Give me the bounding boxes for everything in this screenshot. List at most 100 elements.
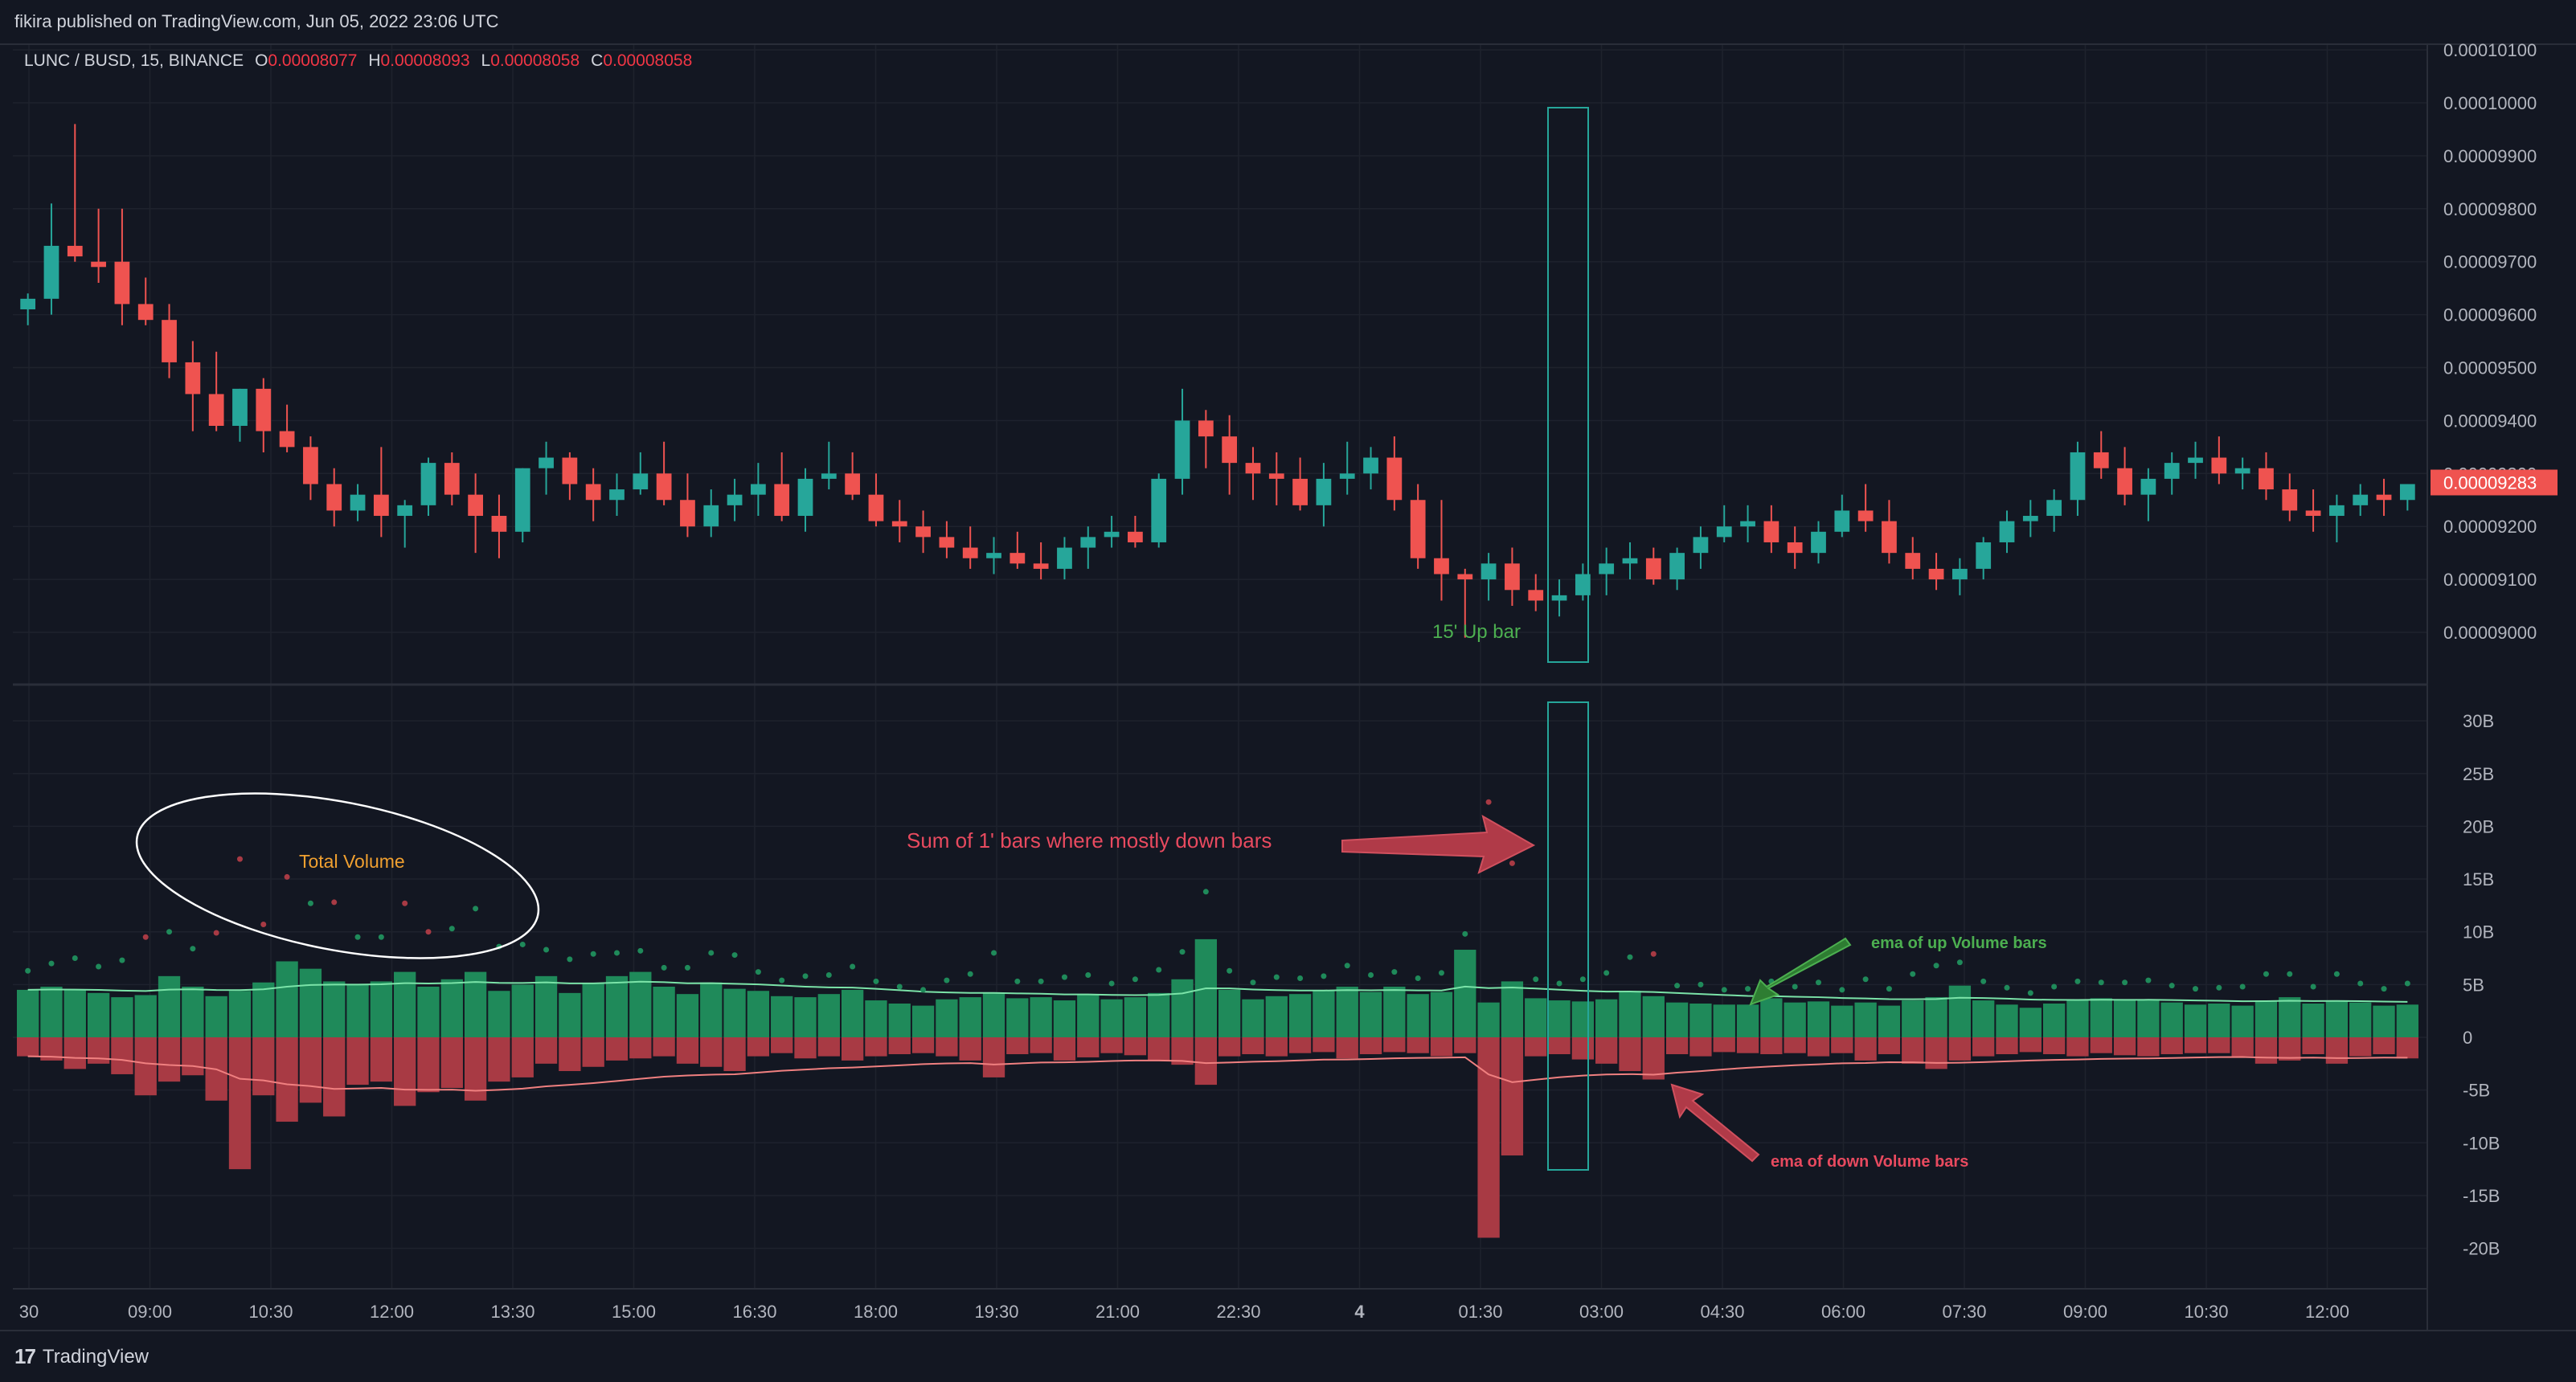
up-volume-bar[interactable] xyxy=(1077,995,1100,1037)
down-volume-bar[interactable] xyxy=(1902,1037,1924,1064)
up-volume-bar[interactable] xyxy=(2373,1005,2395,1037)
up-volume-bar[interactable] xyxy=(2396,1004,2418,1037)
down-volume-bar[interactable] xyxy=(488,1037,510,1082)
candle-body[interactable] xyxy=(1480,563,1497,580)
down-volume-bar[interactable] xyxy=(1972,1037,1995,1057)
up-volume-bar[interactable] xyxy=(1242,999,1264,1037)
down-volume-bar[interactable] xyxy=(982,1037,1005,1077)
candle-body[interactable] xyxy=(2140,478,2156,495)
down-volume-bar[interactable] xyxy=(559,1037,581,1072)
up-volume-bar[interactable] xyxy=(2279,997,2301,1037)
candle-body[interactable] xyxy=(2329,505,2345,517)
down-volume-bar[interactable] xyxy=(1525,1037,1547,1057)
candle-body[interactable] xyxy=(1104,531,1120,538)
candle-body[interactable] xyxy=(845,473,861,495)
candle-body[interactable] xyxy=(1811,531,1826,554)
candle-body[interactable] xyxy=(1010,553,1026,564)
down-volume-bar[interactable] xyxy=(605,1037,629,1061)
candle-body[interactable] xyxy=(43,245,59,299)
candle-body[interactable] xyxy=(1410,500,1426,558)
down-volume-bar[interactable] xyxy=(1242,1037,1264,1055)
down-volume-bar[interactable] xyxy=(2349,1037,2372,1057)
down-volume-bar[interactable] xyxy=(936,1037,958,1057)
candle-body[interactable] xyxy=(1222,436,1238,464)
up-volume-bar[interactable] xyxy=(440,979,463,1037)
up-volume-bar[interactable] xyxy=(1313,991,1335,1037)
up-volume-bar[interactable] xyxy=(865,1000,887,1037)
candle-body[interactable] xyxy=(185,362,201,395)
candle-body[interactable] xyxy=(539,457,554,468)
brand-name[interactable]: TradingView xyxy=(42,1345,149,1368)
down-volume-bar[interactable] xyxy=(1288,1037,1312,1053)
up-volume-bar[interactable] xyxy=(1831,1005,1853,1037)
up-volume-bar[interactable] xyxy=(1148,992,1170,1037)
down-volume-bar[interactable] xyxy=(1925,1037,1947,1069)
up-volume-bar[interactable] xyxy=(228,991,252,1037)
up-volume-bar[interactable] xyxy=(582,983,604,1037)
up-volume-bar[interactable] xyxy=(182,986,204,1037)
down-volume-bar[interactable] xyxy=(1383,1037,1406,1053)
down-volume-bar[interactable] xyxy=(1313,1037,1335,1053)
candle-body[interactable] xyxy=(2022,516,2038,521)
down-volume-bar[interactable] xyxy=(582,1037,604,1067)
down-volume-bar[interactable] xyxy=(1477,1037,1500,1238)
up-volume-bar[interactable] xyxy=(1477,1002,1500,1037)
candle-body[interactable] xyxy=(891,521,907,527)
down-volume-bar[interactable] xyxy=(346,1037,369,1086)
candle-body[interactable] xyxy=(1716,526,1732,538)
candle-body[interactable] xyxy=(1198,420,1214,437)
candle-body[interactable] xyxy=(1505,563,1520,591)
up-volume-bar[interactable] xyxy=(982,992,1005,1037)
candle-body[interactable] xyxy=(279,431,295,448)
candle-body[interactable] xyxy=(2117,468,2132,495)
candle-body[interactable] xyxy=(350,494,366,511)
up-volume-bar[interactable] xyxy=(1878,1005,1901,1037)
down-volume-bar[interactable] xyxy=(1996,1037,2018,1055)
up-volume-bar[interactable] xyxy=(794,997,817,1037)
candle-body[interactable] xyxy=(91,261,106,268)
down-volume-bar[interactable] xyxy=(1218,1037,1241,1057)
down-volume-bar[interactable] xyxy=(111,1037,133,1074)
up-volume-bar[interactable] xyxy=(747,991,770,1037)
up-volume-bar[interactable] xyxy=(2066,1000,2089,1037)
down-volume-bar[interactable] xyxy=(1430,1037,1453,1057)
candle-body[interactable] xyxy=(2259,468,2274,490)
up-volume-bar[interactable] xyxy=(1171,979,1194,1037)
down-volume-bar[interactable] xyxy=(1571,1037,1595,1060)
down-volume-bar[interactable] xyxy=(1454,1037,1476,1053)
up-volume-bar[interactable] xyxy=(1902,1000,1924,1037)
up-volume-bar[interactable] xyxy=(653,986,675,1037)
candle-body[interactable] xyxy=(1386,457,1403,501)
candle-body[interactable] xyxy=(1057,547,1072,569)
candle-body[interactable] xyxy=(585,484,601,501)
candle-body[interactable] xyxy=(1174,420,1190,479)
up-volume-bar[interactable] xyxy=(1996,1004,2018,1037)
down-volume-bar[interactable] xyxy=(1359,1037,1382,1055)
up-volume-bar[interactable] xyxy=(1972,1000,1995,1037)
candle-body[interactable] xyxy=(326,484,342,511)
down-volume-bar[interactable] xyxy=(1030,1037,1052,1053)
up-volume-bar[interactable] xyxy=(370,981,393,1037)
down-volume-bar[interactable] xyxy=(394,1037,416,1106)
up-volume-bar[interactable] xyxy=(252,982,275,1037)
up-volume-bar[interactable] xyxy=(1053,1000,1076,1037)
down-volume-bar[interactable] xyxy=(252,1037,275,1096)
candle-body[interactable] xyxy=(1905,553,1921,569)
candle-body[interactable] xyxy=(137,304,154,321)
candle-body[interactable] xyxy=(162,320,177,362)
candle-body[interactable] xyxy=(703,505,719,527)
candle-body[interactable] xyxy=(1551,595,1567,601)
up-volume-bar[interactable] xyxy=(2160,1002,2183,1037)
up-volume-bar[interactable] xyxy=(111,997,133,1037)
candle-body[interactable] xyxy=(1928,568,1944,580)
up-volume-bar[interactable] xyxy=(2255,1000,2278,1037)
up-volume-bar[interactable] xyxy=(1454,950,1476,1037)
down-volume-bar[interactable] xyxy=(2396,1037,2418,1059)
candle-body[interactable] xyxy=(1457,574,1473,580)
up-volume-bar[interactable] xyxy=(723,988,746,1037)
up-volume-bar[interactable] xyxy=(346,984,369,1037)
up-volume-bar[interactable] xyxy=(2349,1002,2372,1037)
candle-body[interactable] xyxy=(2211,457,2227,474)
up-volume-bar[interactable] xyxy=(1642,996,1665,1037)
up-volume-bar[interactable] xyxy=(2042,1003,2066,1037)
